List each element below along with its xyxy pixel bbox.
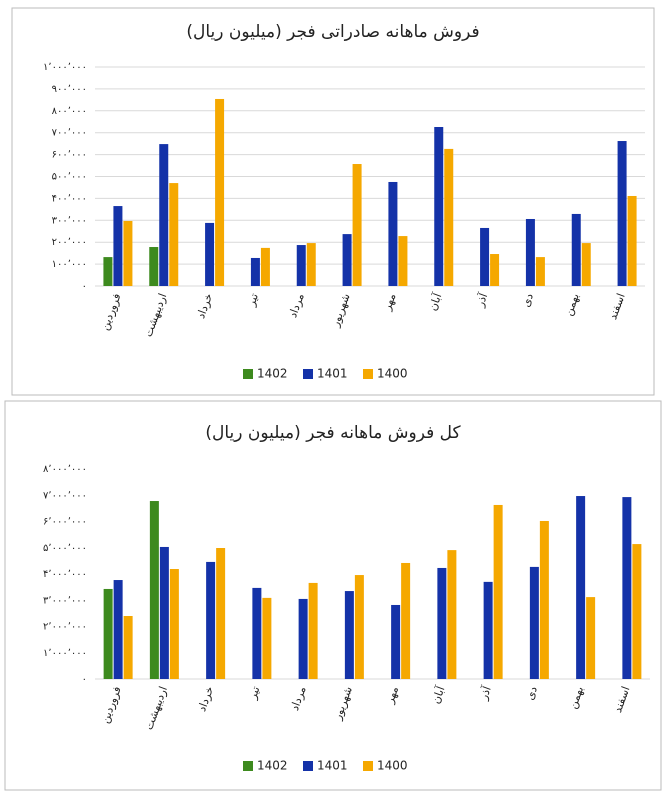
legend-swatch <box>243 369 253 379</box>
bar <box>113 580 123 679</box>
bar <box>354 575 364 679</box>
bar <box>352 164 362 286</box>
bar <box>159 144 169 286</box>
y-tick-label: ۵۰۰٬۰۰۰ <box>52 172 87 183</box>
bar <box>149 247 159 286</box>
bar <box>252 587 262 679</box>
bar <box>123 220 133 286</box>
legend-swatch <box>363 761 373 771</box>
bar <box>617 141 627 286</box>
bar <box>398 236 408 286</box>
bar <box>437 567 447 679</box>
x-tick-label: آذر <box>476 683 494 702</box>
bar <box>113 206 123 286</box>
bar <box>149 501 159 679</box>
bar <box>622 497 632 679</box>
bar <box>344 591 354 679</box>
bar <box>401 562 411 679</box>
bar <box>262 597 272 679</box>
bar <box>159 546 169 679</box>
y-tick-label: ۰ <box>82 281 87 292</box>
bar <box>539 520 549 679</box>
legend-label: 1402 <box>257 367 288 381</box>
chart-title: فروش ماهانه صادراتی فجر (میلیون ریال) <box>186 22 479 42</box>
bar <box>308 582 318 679</box>
bar <box>571 213 581 286</box>
x-tick-label: دی <box>519 292 536 309</box>
y-tick-label: ۲۰۰٬۰۰۰ <box>52 237 87 248</box>
bar <box>205 222 215 286</box>
x-tick-label: مهر <box>380 292 398 313</box>
y-tick-label: ۵٬۰۰۰٬۰۰۰ <box>43 543 87 554</box>
x-tick-label: آبان <box>425 290 444 312</box>
y-tick-label: ۱۰۰٬۰۰۰ <box>52 259 87 270</box>
y-tick-label: ۸٬۰۰۰٬۰۰۰ <box>43 464 87 475</box>
bar <box>434 127 444 286</box>
x-tick-label: آذر <box>472 290 490 309</box>
x-tick-label: آبان <box>428 683 447 705</box>
y-tick-label: ۶٬۰۰۰٬۰۰۰ <box>43 517 87 528</box>
legend-swatch <box>243 761 253 771</box>
x-tick-label: تیر <box>246 685 263 702</box>
bar <box>388 181 398 286</box>
bar <box>581 243 591 286</box>
bar <box>260 247 270 286</box>
bar <box>483 581 493 679</box>
bar <box>493 504 503 679</box>
bar <box>123 616 133 679</box>
legend-label: 1400 <box>377 367 408 381</box>
bar <box>215 98 225 286</box>
y-tick-label: ۸۰۰٬۰۰۰ <box>52 106 87 117</box>
chart-title: کل فروش ماهانه فجر (میلیون ریال) <box>205 423 461 443</box>
legend-swatch <box>303 761 313 771</box>
bar <box>103 588 113 679</box>
bar <box>250 257 260 286</box>
bar <box>529 566 539 679</box>
bar <box>444 148 454 286</box>
legend-label: 1402 <box>257 759 288 773</box>
legend-label: 1401 <box>317 759 348 773</box>
bar <box>216 548 226 679</box>
y-tick-label: ۱٬۰۰۰٬۰۰۰ <box>43 648 87 659</box>
y-tick-label: ۶۰۰٬۰۰۰ <box>52 150 87 161</box>
y-tick-label: ۰ <box>82 674 87 685</box>
y-tick-label: ۳٬۰۰۰٬۰۰۰ <box>43 595 87 606</box>
bar <box>490 254 500 286</box>
bar <box>298 598 308 679</box>
bar <box>342 234 352 286</box>
bar <box>169 183 179 286</box>
legend-label: 1401 <box>317 367 348 381</box>
bar <box>169 569 179 679</box>
chart-frame <box>4 400 662 791</box>
bar <box>586 597 596 679</box>
bar <box>103 257 113 286</box>
y-tick-label: ۴۰۰٬۰۰۰ <box>52 193 87 204</box>
x-tick-label: دی <box>523 685 540 702</box>
x-tick-label: مهر <box>383 685 401 706</box>
y-tick-label: ۹۰۰٬۰۰۰ <box>52 84 87 95</box>
bar <box>206 561 216 679</box>
bar <box>391 604 401 679</box>
chart-frame <box>11 7 655 396</box>
y-tick-label: ۲٬۰۰۰٬۰۰۰ <box>43 622 87 633</box>
bar <box>535 257 545 286</box>
bar <box>306 243 316 286</box>
legend-swatch <box>303 369 313 379</box>
y-tick-label: ۳۰۰٬۰۰۰ <box>52 215 87 226</box>
y-tick-label: ۱٬۰۰۰٬۰۰۰ <box>43 62 87 73</box>
bar <box>627 195 637 286</box>
legend-swatch <box>363 369 373 379</box>
y-tick-label: ۴٬۰۰۰٬۰۰۰ <box>43 569 87 580</box>
bar <box>296 245 306 286</box>
y-tick-label: ۷۰۰٬۰۰۰ <box>52 128 87 139</box>
bar <box>525 218 535 286</box>
bar <box>480 227 490 286</box>
bar <box>576 496 586 679</box>
x-tick-label: تیر <box>244 292 261 309</box>
y-tick-label: ۷٬۰۰۰٬۰۰۰ <box>43 490 87 501</box>
bar <box>447 550 457 679</box>
legend-label: 1400 <box>377 759 408 773</box>
bar <box>632 544 642 679</box>
